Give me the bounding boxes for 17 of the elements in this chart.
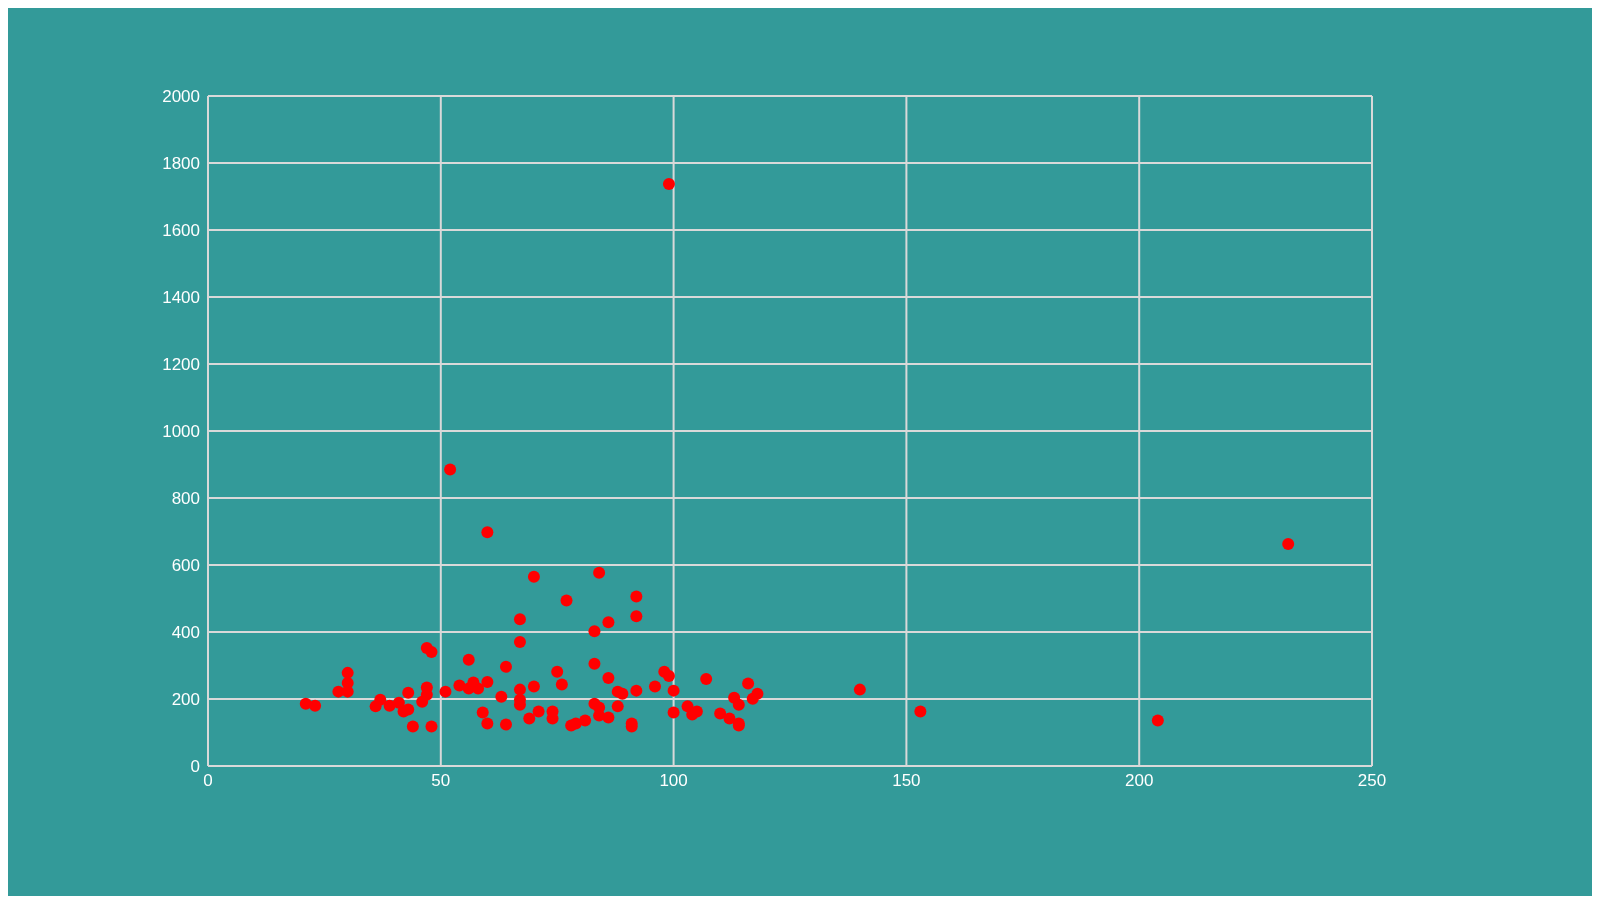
x-tick-label: 150 xyxy=(892,771,921,791)
y-tick-label: 2000 xyxy=(162,87,200,107)
x-tick-label: 0 xyxy=(203,771,213,791)
y-tick-label: 600 xyxy=(171,556,200,576)
x-tick-label: 50 xyxy=(431,771,451,791)
y-tick-label: 1800 xyxy=(162,154,200,174)
x-tick-label: 200 xyxy=(1125,771,1154,791)
x-tick-label: 100 xyxy=(659,771,688,791)
y-tick-label: 0 xyxy=(190,757,200,777)
y-tick-label: 1200 xyxy=(162,355,200,375)
y-tick-label: 400 xyxy=(171,623,200,643)
y-tick-label: 1600 xyxy=(162,221,200,241)
x-tick-label: 250 xyxy=(1357,771,1387,791)
y-tick-label: 1000 xyxy=(162,422,200,442)
y-tick-label: 800 xyxy=(171,489,200,509)
y-tick-label: 200 xyxy=(171,690,200,710)
y-tick-label: 1400 xyxy=(162,288,200,308)
